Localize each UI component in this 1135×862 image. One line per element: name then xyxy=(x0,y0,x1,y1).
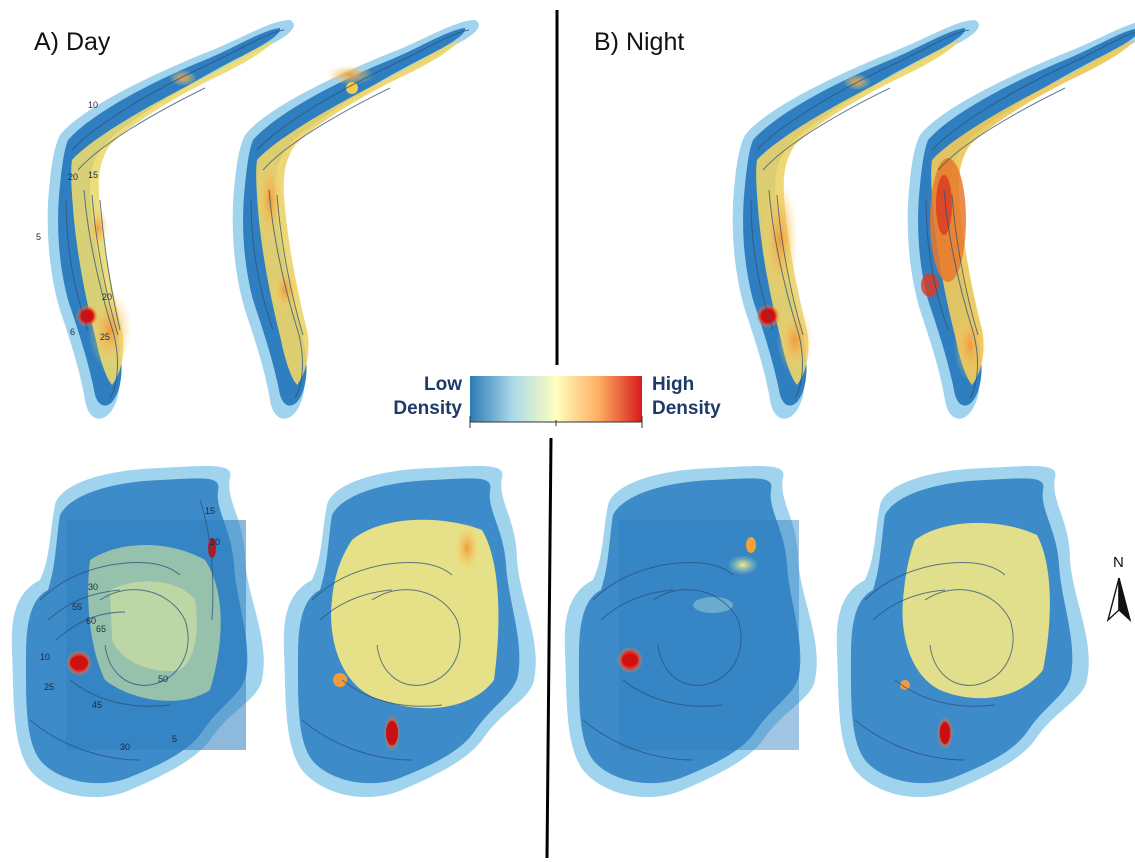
legend-high-label: High Density xyxy=(652,373,752,421)
panel-title-day: A) Day xyxy=(34,28,111,56)
river-map-night-1 xyxy=(732,20,979,419)
contour-label: 50 xyxy=(158,674,168,684)
contour-label: 10 xyxy=(40,652,50,662)
contour-label: 10 xyxy=(88,100,98,110)
contour-label: 65 xyxy=(96,624,106,634)
river-map-day-1: 10 15 20 5 20 25 6 xyxy=(36,20,294,419)
contour-label: 55 xyxy=(72,602,82,612)
lake-map-day-1: 15 20 30 55 60 65 10 25 45 50 30 5 xyxy=(11,466,264,798)
north-arrow-label: N xyxy=(1113,554,1124,571)
contour-label: 25 xyxy=(44,682,54,692)
panel-title-night: B) Night xyxy=(594,28,685,56)
contour-label: 20 xyxy=(210,537,220,547)
lake-map-day-2 xyxy=(283,466,536,798)
density-color-bar xyxy=(469,376,643,428)
contour-label: 6 xyxy=(70,327,75,337)
contour-label: 15 xyxy=(205,506,215,516)
contour-label: 5 xyxy=(36,232,41,242)
legend-low-label: Low Density xyxy=(360,373,462,421)
contour-label: 30 xyxy=(120,742,130,752)
panel-divider-bottom xyxy=(545,437,553,859)
river-map-night-2 xyxy=(907,22,1135,419)
river-map-day-2 xyxy=(232,20,479,419)
contour-label: 25 xyxy=(100,332,110,342)
contour-label: 45 xyxy=(92,700,102,710)
contour-label: 30 xyxy=(88,582,98,592)
contour-label: 15 xyxy=(88,170,98,180)
legend-low-line1: Low xyxy=(424,374,462,395)
legend-high-line1: High xyxy=(652,374,695,395)
contour-label: 20 xyxy=(68,172,78,182)
contour-label: 5 xyxy=(172,734,177,744)
lake-map-night-1 xyxy=(564,466,817,798)
contour-label: 60 xyxy=(86,616,96,626)
legend-high-line2: Density xyxy=(652,398,721,419)
contour-label: 20 xyxy=(102,292,112,302)
legend-low-line2: Density xyxy=(393,398,462,419)
north-arrow-icon xyxy=(1106,577,1132,623)
lake-map-night-2 xyxy=(836,466,1089,798)
